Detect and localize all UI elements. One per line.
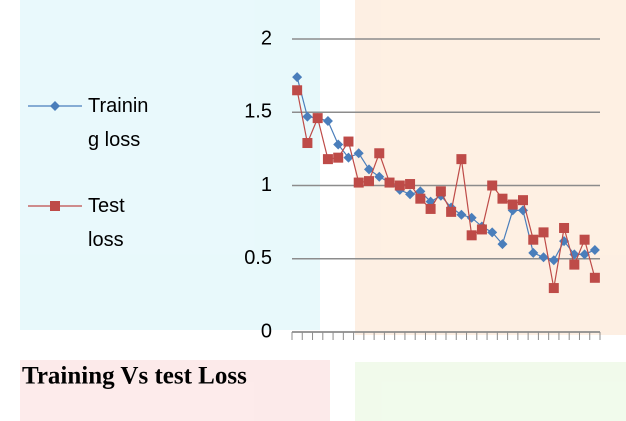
point [374,148,384,158]
point [539,227,549,237]
point [487,181,497,191]
y-tick-label: 1.5 [244,101,272,123]
point [313,113,323,123]
point [426,204,436,214]
point [528,235,538,245]
point [333,153,343,163]
point [302,138,312,148]
point [364,176,374,186]
page: Training Vs test Loss 0 0.5 1 1.5 2 Training… [0,0,626,421]
chart-title: Training Vs test Loss [22,363,247,390]
y-tick-label: 0 [261,320,272,342]
point [436,186,446,196]
point [559,223,569,233]
point [518,195,528,205]
point [467,230,477,240]
point [569,260,579,270]
point [323,154,333,164]
point [549,283,559,293]
point [323,116,333,126]
point [405,179,415,189]
point [343,137,353,147]
point [354,178,364,188]
point [590,273,600,283]
point [446,207,456,217]
point [385,178,395,188]
point [497,194,507,204]
legend-label: Test loss [88,189,150,257]
legend-marker [50,201,60,211]
point [580,235,590,245]
y-tick-label: 0.5 [244,247,272,269]
legend-label: Training loss [88,89,150,157]
point [415,194,425,204]
y-tick-label: 2 [261,27,272,49]
y-tick-label: 1 [261,174,272,196]
point [508,200,518,210]
point [477,224,487,234]
point [333,139,343,149]
point [456,154,466,164]
point [292,85,302,95]
point [395,181,405,191]
